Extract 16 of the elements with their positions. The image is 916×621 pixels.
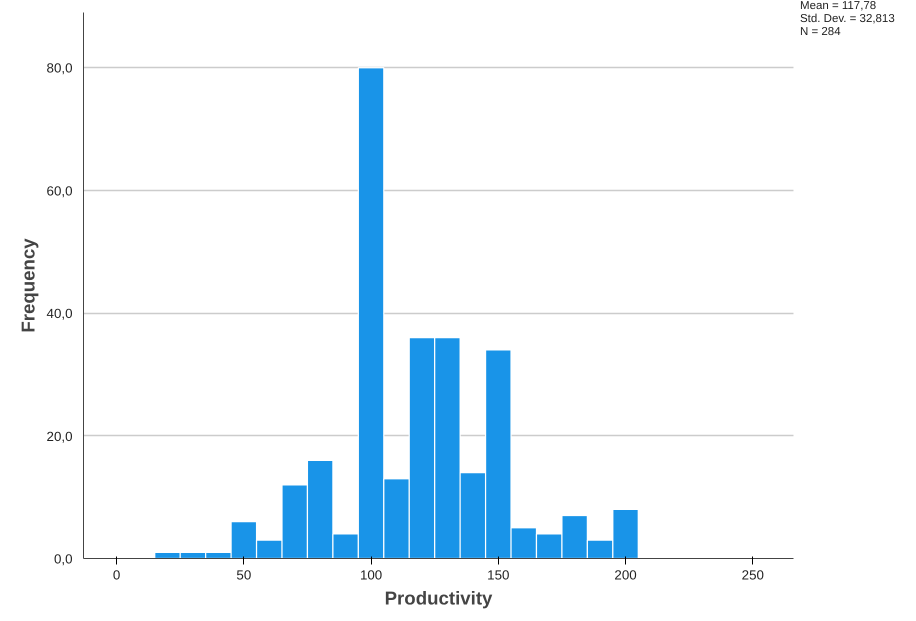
y-axis-title: Frequency	[18, 238, 39, 333]
x-tick-label: 250	[742, 568, 764, 582]
x-tick-label: 0	[112, 568, 120, 582]
y-tick-label: 60,0	[46, 183, 73, 198]
y-tick-label: 40,0	[46, 306, 73, 322]
x-tick-label: 100	[360, 568, 382, 582]
text: Mean = 117,78	[800, 0, 876, 12]
y-tick-label: 20,0	[46, 428, 73, 444]
x-axis-title: Productivity	[384, 588, 494, 608]
text: N = 284	[800, 26, 841, 38]
y-tick-label: 80,0	[46, 60, 73, 76]
x-tick-label: 200	[614, 568, 637, 582]
y-tick-label: 0,0	[54, 552, 73, 566]
x-tick-label: 150	[487, 568, 510, 582]
x-tick-label: 50	[236, 568, 252, 582]
text: Std. Dev. = 32,813	[800, 13, 895, 25]
